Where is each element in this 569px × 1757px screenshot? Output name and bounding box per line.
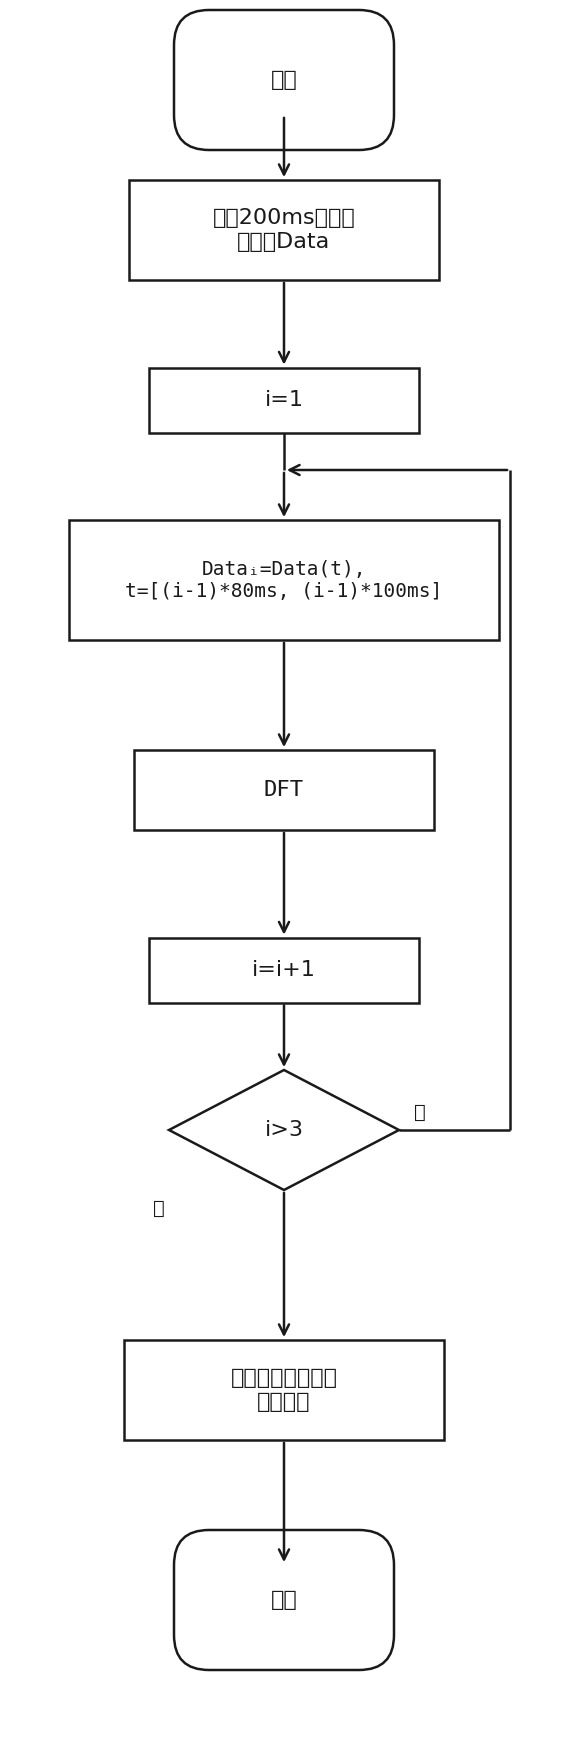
Text: 否: 否 (414, 1102, 426, 1121)
FancyBboxPatch shape (174, 11, 394, 149)
Text: i=1: i=1 (265, 390, 303, 409)
Text: i>3: i>3 (265, 1119, 303, 1140)
Text: Dataᵢ=Data(t),
t=[(i-1)*80ms, (i-1)*100ms]: Dataᵢ=Data(t), t=[(i-1)*80ms, (i-1)*100m… (125, 559, 443, 601)
Bar (124, 1341, 444, 1441)
Bar (129, 179, 439, 279)
Text: 开始: 开始 (271, 70, 298, 90)
FancyBboxPatch shape (174, 1530, 394, 1669)
Text: 求三个区间分析结
果平均値: 求三个区间分析结 果平均値 (230, 1369, 337, 1411)
Text: 是: 是 (153, 1198, 165, 1218)
Text: 结束: 结束 (271, 1590, 298, 1609)
Bar (134, 750, 434, 829)
Text: i=i+1: i=i+1 (252, 959, 316, 980)
Bar (149, 938, 419, 1003)
Polygon shape (169, 1070, 399, 1189)
Text: 选择200ms连续波
形数据Data: 选择200ms连续波 形数据Data (213, 209, 356, 251)
Text: DFT: DFT (264, 780, 304, 799)
Bar (149, 367, 419, 432)
Bar (69, 520, 499, 640)
